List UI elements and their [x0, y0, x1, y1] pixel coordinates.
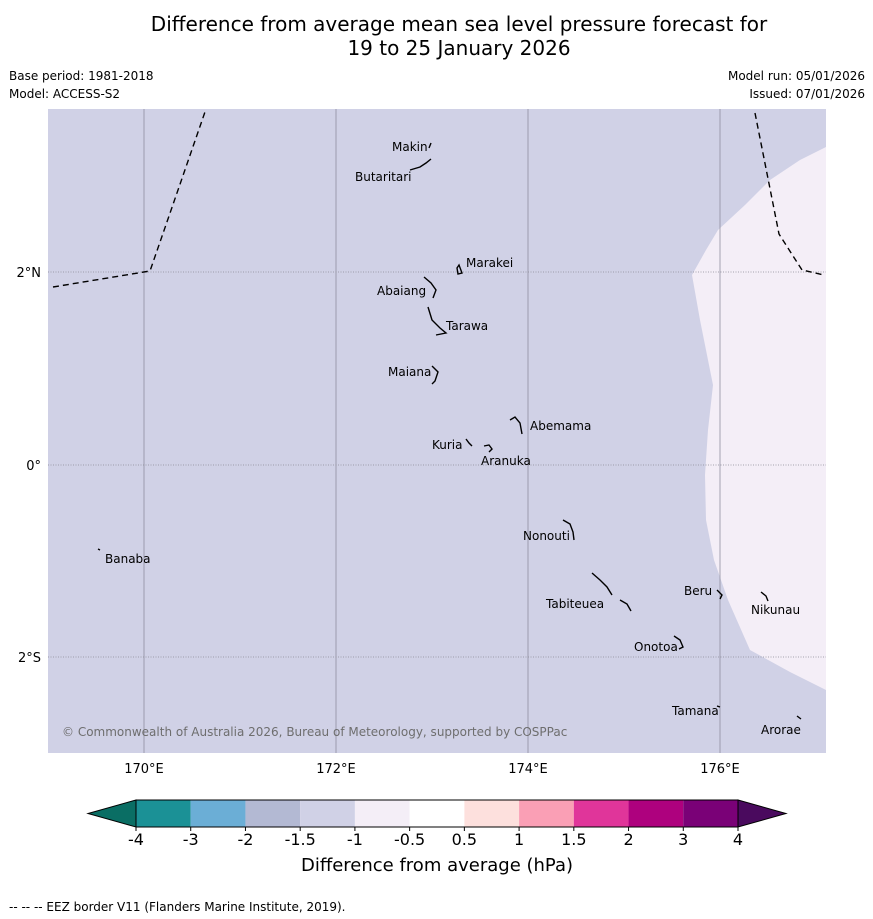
label-arorae: Arorae [761, 723, 801, 737]
island-marakei [456, 263, 463, 275]
lon-label-172e: 172°E [316, 762, 356, 777]
island-maiana [431, 365, 439, 385]
islands [97, 142, 802, 720]
place-labels: Makin Butaritari Marakei Abaiang Tarawa … [105, 140, 801, 737]
eez-borders [52, 108, 825, 288]
colorbar-tick-label: 1.5 [561, 830, 586, 849]
colorbar-frame [135, 799, 739, 828]
lon-label-170e: 170°E [124, 762, 164, 777]
island-beru [716, 589, 723, 600]
chart-title: Difference from average mean sea level p… [0, 12, 873, 60]
island-arorae [796, 715, 802, 720]
label-beru: Beru [684, 584, 712, 598]
colorbar-tick-label: 3 [678, 830, 688, 849]
latitude-labels: 2°N 0° 2°S [17, 266, 42, 666]
colorbar-segment [519, 800, 574, 827]
island-tarawa [427, 306, 448, 336]
label-onotoa: Onotoa [634, 640, 678, 654]
graticule [143, 109, 721, 753]
colorbar-tick-label: -4 [128, 830, 144, 849]
colorbar-segment [409, 800, 465, 827]
eez-border-east [754, 112, 825, 276]
colorbar-tick-label: -0.5 [394, 830, 425, 849]
lat-label-2n: 2°N [17, 266, 42, 281]
colorbar-tick-label: 2 [623, 830, 633, 849]
longitude-labels: 170°E 172°E 174°E 176°E [124, 762, 740, 777]
model-name: Model: ACCESS-S2 [9, 87, 121, 101]
island-nonouti [562, 519, 575, 541]
colorbar-tick-label: 0.5 [452, 830, 477, 849]
island-tabiteuea [591, 572, 613, 596]
label-tarawa: Tarawa [445, 319, 488, 333]
label-makin: Makin [392, 140, 428, 154]
copyright-notice: © Commonwealth of Australia 2026, Bureau… [62, 725, 567, 739]
island-banaba [97, 548, 101, 551]
title-line-2: 19 to 25 January 2026 [347, 36, 571, 60]
map-panel [48, 109, 826, 753]
label-marakei: Marakei [466, 256, 513, 270]
island-abaiang [423, 276, 437, 299]
base-period: Base period: 1981-2018 [9, 69, 154, 83]
colorbar-segment [573, 800, 629, 827]
colorbar-segment [628, 800, 684, 827]
colorbar-segment [464, 800, 520, 827]
model-run: Model run: 05/01/2026 [727, 69, 865, 83]
meta-right: Model run: 05/01/2026 Issued: 07/01/2026 [728, 69, 865, 105]
label-nonouti: Nonouti [523, 529, 570, 543]
lat-label-0: 0° [26, 459, 41, 474]
island-aranuka [483, 444, 493, 453]
colorbar-segment [300, 800, 355, 827]
colorbar-label: Difference from average (hPa) [301, 855, 573, 876]
colorbar: -4 -3 -2 -1.5 -1 -0.5 0.5 1 1.5 2 3 4 [86, 799, 788, 849]
colorbar-tick-label: -3 [183, 830, 199, 849]
lon-label-174e: 174°E [508, 762, 548, 777]
colorbar-tick-label: -2 [237, 830, 253, 849]
island-tamana [716, 705, 721, 708]
parallels [48, 271, 826, 658]
colorbar-segment [136, 800, 191, 827]
label-banaba: Banaba [105, 552, 151, 566]
colorbar-segment [354, 800, 410, 827]
lat-label-2s: 2°S [18, 651, 41, 666]
label-nikunau: Nikunau [751, 603, 800, 617]
island-tabiteuea-south [619, 599, 632, 612]
colorbar-segment [683, 800, 738, 827]
label-abemama: Abemama [530, 419, 591, 433]
meta-left: Base period: 1981-2018 Model: ACCESS-S2 [9, 69, 154, 105]
island-butaritari [409, 158, 432, 171]
lon-label-176e: 176°E [700, 762, 740, 777]
eez-border-note: -- -- -- EEZ border V11 (Flanders Marine… [9, 900, 346, 914]
colorbar-tick-label: -1 [347, 830, 363, 849]
colorbar-segment [245, 800, 301, 827]
island-makin [428, 142, 432, 149]
colorbar-tick-label: 1 [514, 830, 524, 849]
label-butaritari: Butaritari [355, 170, 412, 184]
title-line-1: Difference from average mean sea level p… [150, 12, 768, 36]
label-tamana: Tamana [671, 704, 719, 718]
island-onotoa [673, 635, 684, 650]
eez-border-west [52, 108, 207, 288]
colorbar-under-arrow [86, 799, 137, 828]
label-maiana: Maiana [388, 365, 431, 379]
label-kuria: Kuria [432, 438, 463, 452]
label-tabiteuea: Tabiteuea [545, 597, 604, 611]
label-abaiang: Abaiang [377, 284, 426, 298]
colorbar-over-arrow [737, 799, 788, 828]
colorbar-segment [190, 800, 246, 827]
anomaly-region-east [692, 147, 826, 690]
label-aranuka: Aranuka [481, 454, 531, 468]
island-kuria [465, 438, 473, 447]
colorbar-tick-label: -1.5 [285, 830, 316, 849]
island-abemama [509, 416, 523, 435]
issued-date: Issued: 07/01/2026 [749, 87, 865, 101]
island-nikunau [760, 591, 769, 602]
colorbar-tick-label: 4 [733, 830, 743, 849]
